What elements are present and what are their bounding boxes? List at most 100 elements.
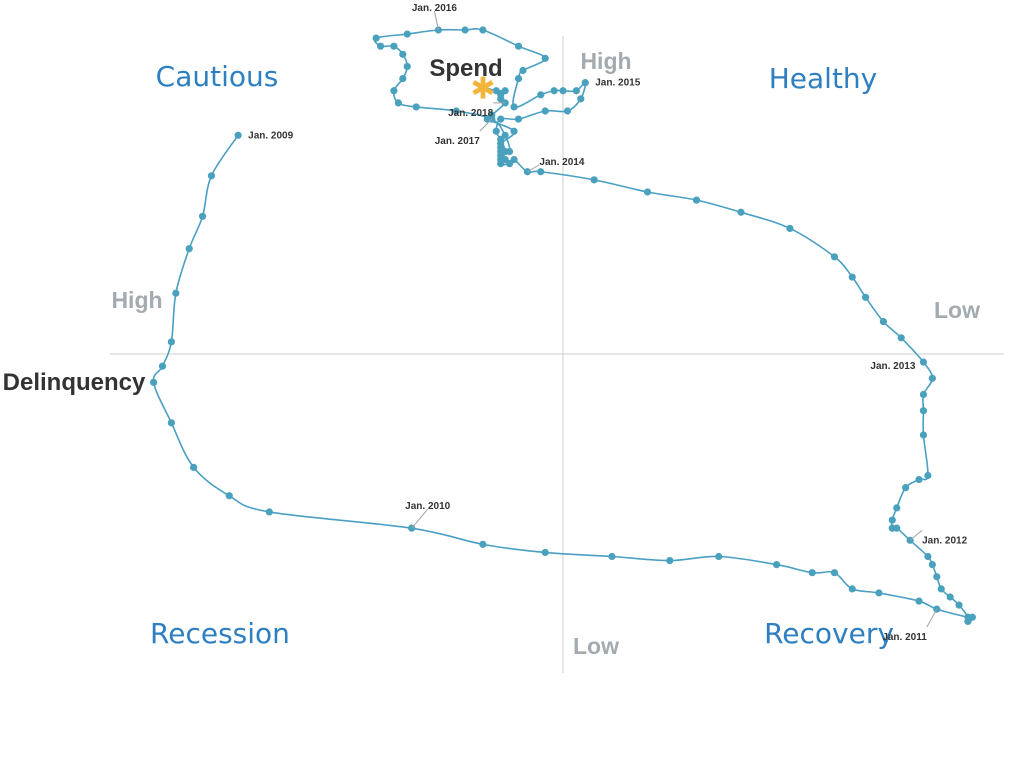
annotation-label: Jan. 2017 [435,136,480,147]
data-point [955,601,963,609]
quadrant-label-healthy: Healthy [769,62,878,95]
data-point [902,484,910,492]
data-point [492,127,500,135]
y-axis-bottom-end: Low [573,633,619,659]
data-point [643,188,652,196]
data-point [150,378,158,386]
data-point [572,87,580,95]
data-point [479,26,487,34]
data-point [830,253,839,261]
data-point [537,91,545,99]
data-point [919,358,928,366]
data-point [461,26,469,34]
data-point [919,390,928,399]
data-point [172,289,180,297]
annotation-label: Jan. 2012 [922,535,967,546]
data-point [412,103,420,111]
data-point [715,552,723,561]
data-point [915,475,923,484]
data-point [933,605,941,613]
data-point [390,87,398,95]
data-point [875,589,883,597]
data-point [399,75,407,83]
data-point [862,293,870,301]
axes [110,36,1004,673]
data-point [207,172,216,180]
annotation-label: Jan. 2011 [882,632,927,643]
data-point [808,569,816,577]
quadrant-label-cautious: Cautious [156,60,279,93]
data-point [510,103,518,111]
data-point [403,62,411,71]
data-point [158,362,167,370]
data-point [879,318,888,326]
data-point [581,79,589,87]
data-point [394,99,402,107]
quadrant-label-recession: Recession [150,617,290,650]
annotation-leader-line [909,529,923,541]
data-point [919,431,928,439]
data-point [577,95,585,103]
data-point [563,107,572,115]
data-point [937,585,945,593]
data-point [167,338,175,346]
data-point [541,548,549,557]
data-point [897,334,905,342]
annotation-leader-line [926,608,938,628]
data-point [893,504,901,512]
x-axis-left-end: High [111,287,162,313]
y-axis-label: Spend [429,55,502,82]
x-axis-right-end: Low [934,297,980,323]
annotation-leader-line [411,508,429,529]
latest-point-star-marker: ✱ [470,72,495,107]
data-point [403,30,411,38]
data-point [933,573,941,581]
data-point [234,131,242,139]
data-point [225,492,233,500]
annotation-label: Jan. 2018 [448,108,493,119]
data-point [848,273,856,281]
annotation-leader-line [527,164,540,173]
annotation-leader-line [433,10,439,31]
annotation-label: Jan. 2013 [870,361,915,372]
data-point [514,115,523,123]
data-point [915,597,923,605]
data-point [501,156,509,164]
data-point [541,54,549,62]
data-point [452,107,460,115]
annotation-label: Jan. 2016 [412,3,457,14]
data-point [501,131,509,139]
data-point [501,87,509,95]
annotation-leader-line [479,118,493,132]
data-point [514,42,523,50]
data-point [666,556,674,565]
annotation-layer: Jan. 2009 Jan. 2010 Jan. 2011 Jan. 2012 Jan.… [248,3,967,643]
annotation-label: Jan. 2015 [595,78,640,89]
data-point [888,516,896,524]
data-point [390,42,398,50]
series-layer: ✱ [150,26,977,625]
data-point [514,75,523,83]
data-point [924,471,932,480]
data-point [185,245,193,253]
data-point [590,176,598,184]
data-point [928,561,936,569]
data-point [399,50,407,58]
data-point [928,374,936,382]
data-point [608,552,616,561]
data-point [924,552,932,561]
data-point [488,111,496,119]
data-point [550,87,558,95]
data-point [492,87,500,95]
data-point [265,508,273,516]
annotation-label: Jan. 2009 [248,130,293,141]
data-point [497,115,505,123]
data-point [919,407,928,415]
data-point [372,34,380,42]
data-point [559,87,567,95]
data-point [376,42,385,50]
data-point [506,147,514,156]
data-point [167,419,175,427]
data-point [510,127,518,135]
